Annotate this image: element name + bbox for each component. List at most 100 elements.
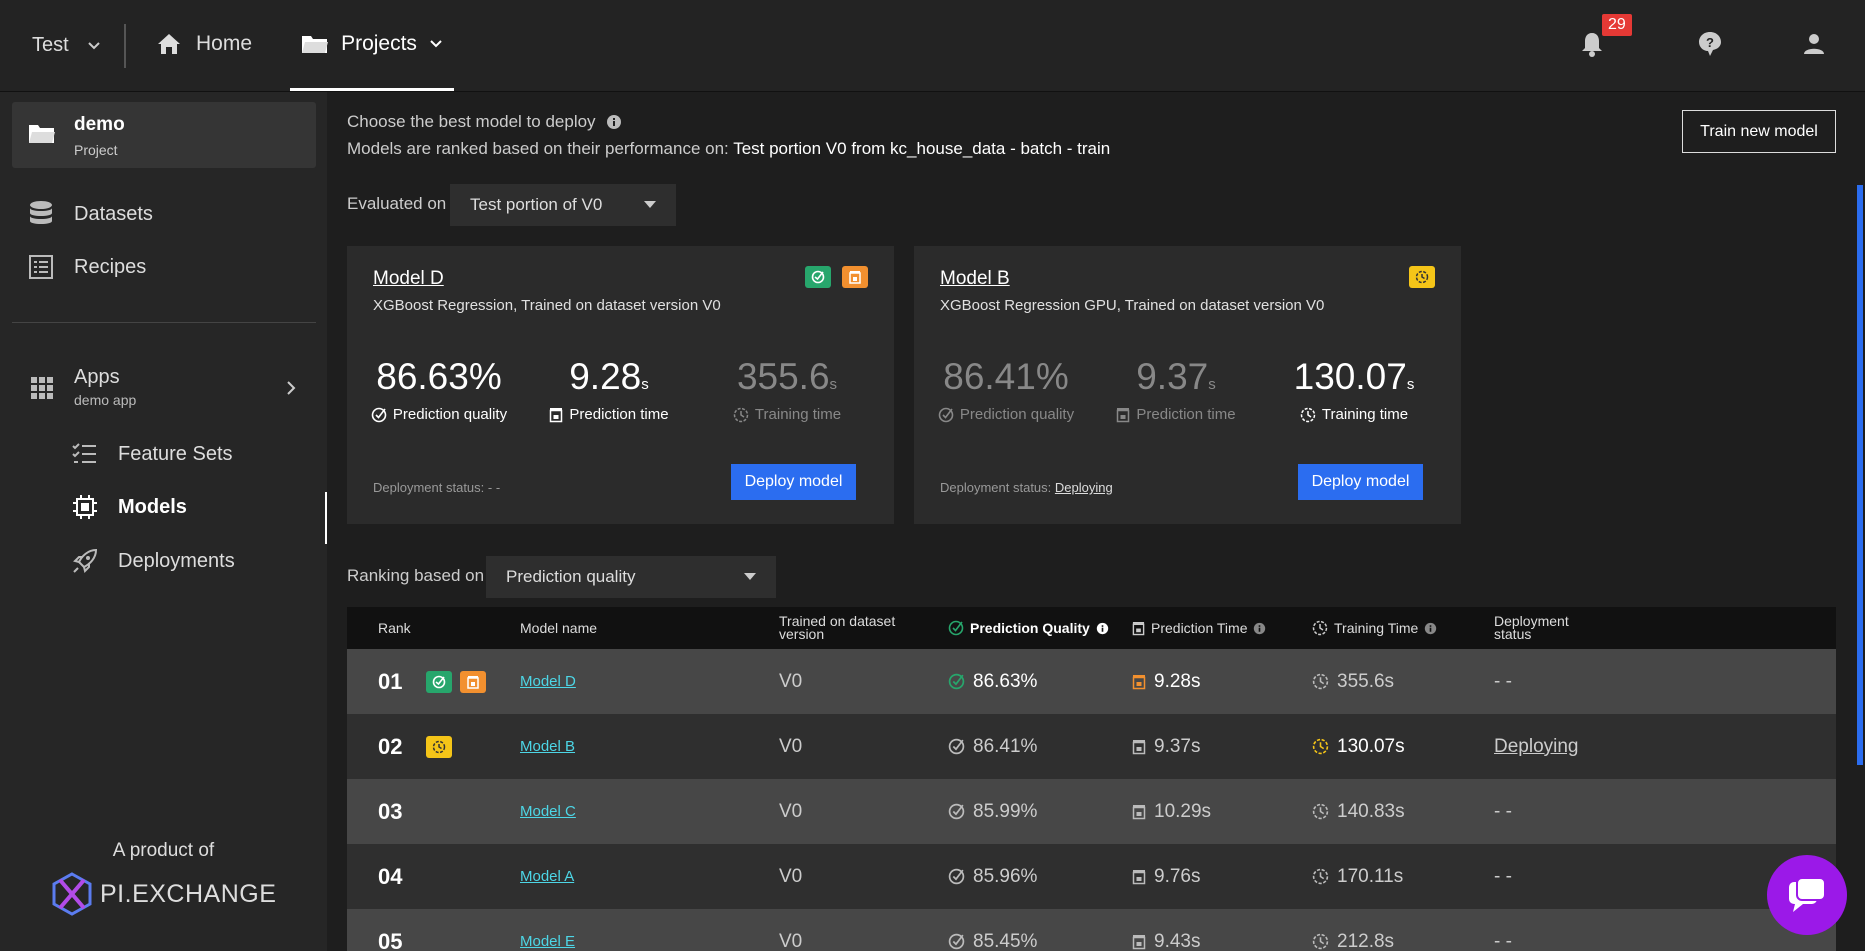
pred-time-value: 9.37s: [1154, 735, 1201, 757]
chat-button[interactable]: [1767, 855, 1847, 935]
model-link[interactable]: Model A: [520, 868, 575, 885]
metric-value: 86.41%: [943, 356, 1069, 397]
timer-icon: [1132, 934, 1146, 949]
table-row[interactable]: 02 Model B V0 86.41% 9.37s 130.07s Deplo…: [347, 714, 1836, 779]
workspace-selector[interactable]: Test: [32, 34, 101, 57]
sidebar-item-apps[interactable]: Apps demo app: [28, 364, 308, 410]
apps-sub-label: demo app: [74, 392, 137, 408]
timer-icon: [1132, 804, 1146, 819]
rocket-icon: [73, 548, 98, 573]
timer-badge-icon: [460, 670, 486, 693]
clock-icon: [1312, 620, 1328, 636]
folder-icon: [29, 125, 55, 143]
clock-icon: [1312, 803, 1329, 820]
project-type: Project: [74, 142, 118, 158]
sidebar-item-label: Deployments: [118, 549, 235, 572]
quality-icon: [371, 407, 387, 422]
deployment-status: Deployment status: - -: [373, 480, 500, 495]
status-value: - -: [487, 480, 501, 495]
metric-label: Prediction time: [1136, 406, 1236, 423]
select-value: Prediction quality: [506, 567, 636, 586]
active-indicator: [325, 492, 327, 544]
metric-unit: s: [641, 376, 649, 393]
status-label: Deployment status:: [373, 480, 488, 495]
col-label: Prediction Quality: [970, 619, 1090, 636]
user-icon[interactable]: [1802, 32, 1826, 56]
intro-text: Choose the best model to deploy: [347, 112, 596, 131]
nav-home[interactable]: Home: [156, 32, 252, 56]
workspace-name: Test: [32, 34, 69, 56]
metric-unit: s: [1406, 376, 1415, 393]
model-link[interactable]: Model C: [520, 803, 576, 820]
col-quality[interactable]: Prediction Quality: [948, 607, 1109, 649]
metric-label: Prediction quality: [959, 406, 1075, 423]
project-card[interactable]: demo Project: [12, 102, 316, 168]
chevron-down-icon[interactable]: [429, 39, 443, 49]
model-link[interactable]: Model D: [520, 673, 576, 690]
intro-heading: Choose the best model to deploy: [347, 112, 622, 132]
sidebar-item-label: Feature Sets: [118, 442, 233, 465]
checklist-icon: [72, 443, 96, 463]
model-link[interactable]: Model B: [520, 738, 576, 755]
quality-value: 86.41%: [973, 735, 1038, 757]
train-new-model-button[interactable]: Train new model: [1682, 110, 1836, 153]
quality-value: 85.99%: [973, 800, 1038, 822]
clock-icon: [1300, 407, 1316, 422]
notification-badge: 29: [1602, 14, 1632, 36]
sidebar-item-datasets[interactable]: Datasets: [28, 200, 153, 228]
deploy-model-button[interactable]: Deploy model: [731, 464, 856, 500]
nav-projects-label: Projects: [341, 32, 417, 55]
table-row[interactable]: 01 Model D V0 86.63% 9.28s 355.6s - -: [347, 649, 1836, 714]
ranking-dataset: Test portion V0 from kc_house_data - bat…: [733, 139, 1111, 158]
status-label: Deployment status:: [940, 480, 1055, 495]
col-pred-time[interactable]: Prediction Time: [1132, 607, 1266, 649]
nav-home-label: Home: [196, 32, 253, 55]
timer-icon: [1132, 869, 1146, 884]
clock-icon: [1312, 738, 1329, 755]
quality-badge-icon: [426, 670, 452, 693]
ranking-select[interactable]: Prediction quality: [486, 556, 776, 598]
col-status: Deployment status: [1494, 613, 1569, 642]
bell-icon[interactable]: [1580, 30, 1604, 58]
help-icon[interactable]: ?: [1697, 30, 1723, 58]
col-rank: Rank: [378, 619, 411, 636]
pred-time-value: 10.29s: [1154, 800, 1212, 822]
metric-value: 9.37: [1136, 356, 1209, 397]
deployment-status-link[interactable]: Deploying: [1494, 735, 1579, 757]
sidebar-item-models[interactable]: Models: [72, 494, 187, 520]
metric-value: 355.6: [736, 356, 830, 397]
status-value[interactable]: Deploying: [1054, 480, 1113, 495]
model-card-title[interactable]: Model D: [373, 268, 444, 289]
clock-icon: [1312, 868, 1329, 885]
project-name: demo: [74, 114, 125, 135]
table-row[interactable]: 04 Model A V0 85.96% 9.76s 170.11s - -: [347, 844, 1836, 909]
piexchange-logo: PI.EXCHANGE: [52, 872, 276, 916]
nav-projects[interactable]: Projects: [290, 0, 454, 91]
sidebar-item-feature-sets[interactable]: Feature Sets: [72, 442, 233, 466]
metric-value: 86.63%: [376, 356, 502, 397]
train-time-value: 140.83s: [1337, 800, 1405, 822]
table-row[interactable]: 05 Model E V0 85.45% 9.43s 212.8s - -: [347, 909, 1836, 951]
info-icon[interactable]: [1424, 622, 1437, 635]
evaluated-on-select[interactable]: Test portion of V0: [450, 184, 676, 226]
info-icon[interactable]: [606, 114, 622, 130]
info-icon[interactable]: [1253, 622, 1266, 635]
dataset-version: V0: [779, 800, 803, 822]
quality-icon: [948, 673, 965, 690]
table-row[interactable]: 03 Model C V0 85.99% 10.29s 140.83s - -: [347, 779, 1836, 844]
scrollbar[interactable]: [1857, 185, 1863, 765]
caret-down-icon: [744, 573, 756, 580]
rank: 05: [378, 928, 403, 951]
model-card-title[interactable]: Model B: [940, 268, 1010, 289]
rank: 02: [378, 733, 403, 759]
col-train-time[interactable]: Training Time: [1312, 607, 1437, 649]
metric-unit: s: [829, 376, 838, 393]
info-icon[interactable]: [1096, 622, 1109, 635]
model-link[interactable]: Model E: [520, 933, 576, 950]
sidebar-item-deployments[interactable]: Deployments: [72, 548, 235, 574]
sidebar-item-recipes[interactable]: Recipes: [28, 254, 146, 280]
timer-icon: [1132, 674, 1146, 689]
timer-icon: [1132, 739, 1146, 754]
quality-value: 86.63%: [973, 670, 1038, 692]
deploy-model-button[interactable]: Deploy model: [1298, 464, 1423, 500]
